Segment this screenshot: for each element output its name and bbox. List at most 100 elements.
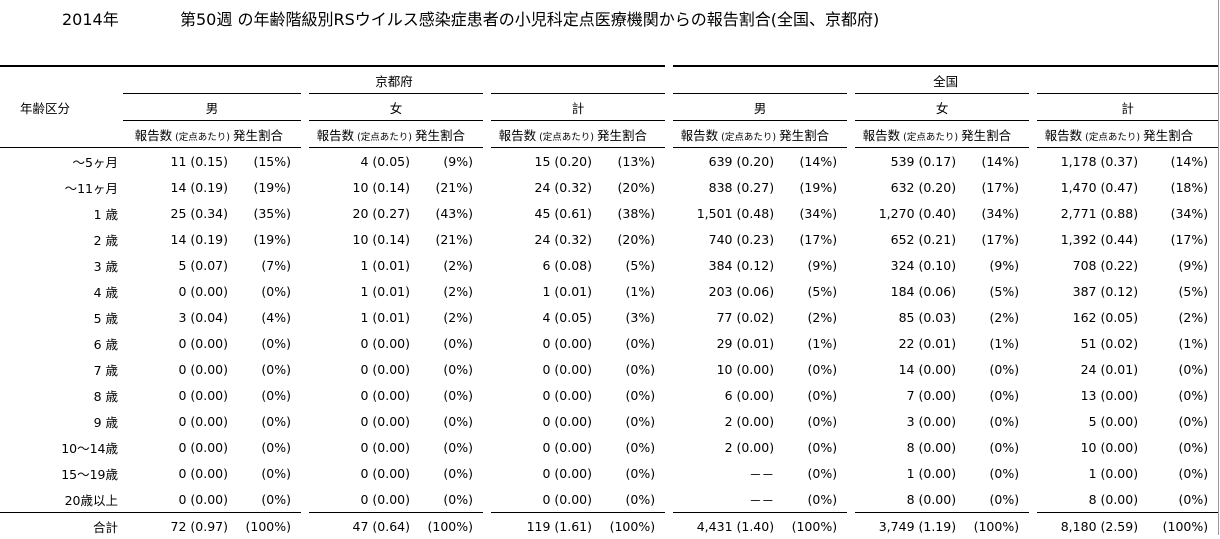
rate-header: 発生割合	[958, 121, 1033, 148]
count-label: 報告数	[1045, 128, 1083, 143]
count-cell: 838 (0.27)	[669, 174, 776, 200]
count-cell: 24 (0.01)	[1033, 356, 1140, 382]
rate-cell: (21%)	[412, 226, 487, 252]
rate-cell: (100%)	[594, 513, 669, 539]
rate-cell: (14%)	[776, 148, 851, 175]
count-cell: 8,180 (2.59)	[1033, 513, 1140, 539]
rate-cell: (0%)	[1140, 460, 1218, 486]
rate-cell: (14%)	[1140, 148, 1218, 175]
count-cell: 14 (0.19)	[123, 226, 230, 252]
count-cell: 0 (0.00)	[123, 382, 230, 408]
rate-cell: (21%)	[412, 174, 487, 200]
count-cell: 2,771 (0.88)	[1033, 200, 1140, 226]
count-cell: 10 (0.14)	[305, 226, 412, 252]
count-cell: 740 (0.23)	[669, 226, 776, 252]
rate-cell: (5%)	[594, 252, 669, 278]
rate-cell: (0%)	[230, 382, 305, 408]
rate-cell: (3%)	[594, 304, 669, 330]
rate-cell: (0%)	[776, 486, 851, 513]
rate-cell: (2%)	[958, 304, 1033, 330]
count-cell: 47 (0.64)	[305, 513, 412, 539]
rate-header: 発生割合	[776, 121, 851, 148]
count-cell: 8 (0.00)	[851, 486, 958, 513]
count-cell: 10 (0.00)	[669, 356, 776, 382]
rate-cell: (0%)	[776, 356, 851, 382]
rate-cell: (9%)	[776, 252, 851, 278]
rate-header: 発生割合	[594, 121, 669, 148]
count-cell: 0 (0.00)	[123, 434, 230, 460]
sex-total: 計	[487, 94, 669, 121]
count-cell: 85 (0.03)	[851, 304, 958, 330]
count-cell: 20 (0.27)	[305, 200, 412, 226]
count-cell: 0 (0.00)	[487, 434, 594, 460]
count-cell: 0 (0.00)	[487, 460, 594, 486]
rate-cell: (0%)	[958, 408, 1033, 434]
age-label: ～11ヶ月	[0, 174, 123, 200]
count-cell: 4,431 (1.40)	[669, 513, 776, 539]
count-cell: 51 (0.02)	[1033, 330, 1140, 356]
count-cell: 0 (0.00)	[305, 408, 412, 434]
frame-edge	[1218, 0, 1219, 535]
count-cell: 7 (0.00)	[851, 382, 958, 408]
rate-cell: (0%)	[594, 382, 669, 408]
report-title: 第50週 の年齢階級別RSウイルス感染症患者の小児科定点医療機関からの報告割合(…	[180, 6, 879, 30]
count-cell: 539 (0.17)	[851, 148, 958, 175]
count-cell: 3 (0.00)	[851, 408, 958, 434]
per-site-label: (定点あたり)	[539, 132, 594, 143]
age-label: 15～19歳	[0, 460, 123, 486]
count-cell: 203 (0.06)	[669, 278, 776, 304]
rate-cell: (1%)	[776, 330, 851, 356]
rate-cell: (0%)	[776, 382, 851, 408]
count-cell: 1 (0.01)	[487, 278, 594, 304]
rate-cell: (2%)	[412, 278, 487, 304]
count-cell: 1,270 (0.40)	[851, 200, 958, 226]
rate-cell: (0%)	[412, 330, 487, 356]
count-cell: 0 (0.00)	[305, 382, 412, 408]
rate-cell: (9%)	[412, 148, 487, 175]
count-cell: 0 (0.00)	[305, 460, 412, 486]
rate-cell: (20%)	[594, 226, 669, 252]
age-label: 4 歳	[0, 278, 123, 304]
region-kyoto: 京都府	[123, 66, 669, 94]
rate-cell: (0%)	[958, 356, 1033, 382]
rate-cell: (15%)	[230, 148, 305, 175]
rate-cell: (43%)	[412, 200, 487, 226]
count-cell: 8 (0.00)	[851, 434, 958, 460]
per-site-label: (定点あたり)	[357, 132, 412, 143]
rate-cell: (0%)	[230, 408, 305, 434]
count-cell: 77 (0.02)	[669, 304, 776, 330]
rate-cell: (0%)	[1140, 356, 1218, 382]
count-cell: 0 (0.00)	[123, 356, 230, 382]
rate-cell: (0%)	[230, 278, 305, 304]
count-cell: 15 (0.20)	[487, 148, 594, 175]
rsv-age-table: 年齢区分 京都府 全国 男 女 計 男 女 計 報告数(定点あたり)発生割合報告…	[0, 65, 1218, 539]
count-cell: 384 (0.12)	[669, 252, 776, 278]
age-label: 1 歳	[0, 200, 123, 226]
rate-cell: (0%)	[1140, 408, 1218, 434]
rate-cell: (18%)	[1140, 174, 1218, 200]
title-bar: 2014年 第50週 の年齢階級別RSウイルス感染症患者の小児科定点医療機関から…	[0, 4, 1220, 30]
count-cell: 0 (0.00)	[487, 330, 594, 356]
sex-female: 女	[851, 94, 1033, 121]
rate-cell: (0%)	[958, 486, 1033, 513]
rate-cell: (0%)	[594, 408, 669, 434]
rate-cell: (100%)	[230, 513, 305, 539]
count-cell: 652 (0.21)	[851, 226, 958, 252]
age-label: 5 歳	[0, 304, 123, 330]
rate-cell: (7%)	[230, 252, 305, 278]
report-year: 2014年	[62, 6, 119, 30]
rate-cell: (0%)	[412, 408, 487, 434]
count-cell: 0 (0.00)	[123, 278, 230, 304]
rate-cell: (0%)	[958, 460, 1033, 486]
rate-cell: (14%)	[958, 148, 1033, 175]
rate-cell: (0%)	[230, 460, 305, 486]
rate-cell: (0%)	[1140, 434, 1218, 460]
rate-cell: (1%)	[1140, 330, 1218, 356]
per-site-label: (定点あたり)	[721, 132, 776, 143]
rate-cell: (0%)	[776, 460, 851, 486]
count-cell: 1 (0.00)	[1033, 460, 1140, 486]
